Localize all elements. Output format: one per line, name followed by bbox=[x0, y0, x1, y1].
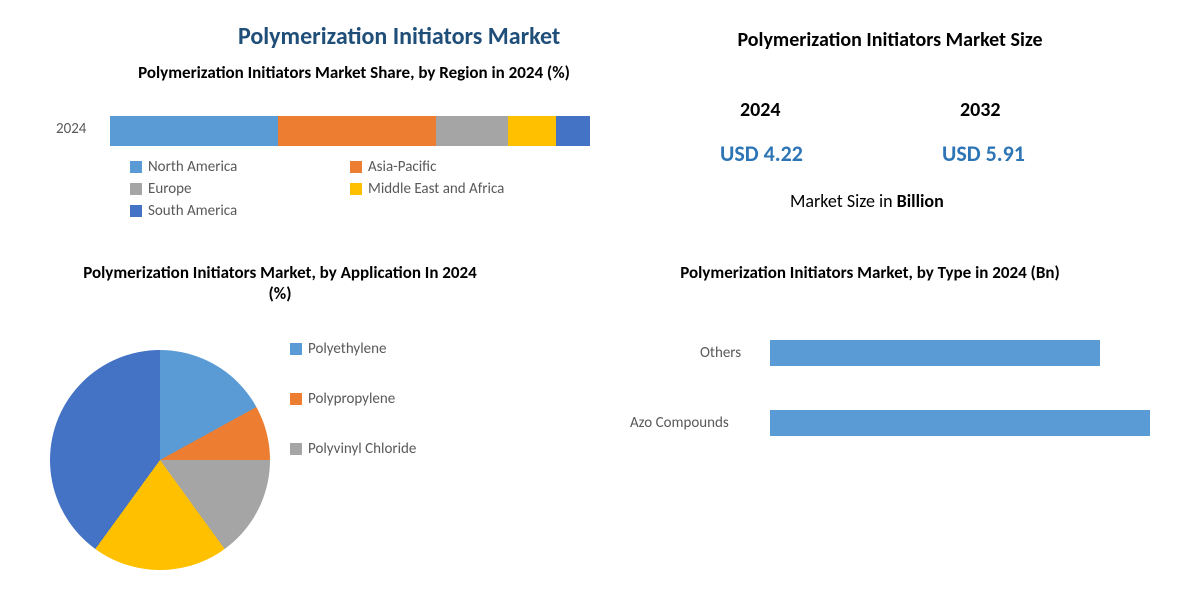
type-bar-label: Others bbox=[700, 344, 741, 362]
legend-swatch bbox=[350, 183, 362, 195]
region-legend: North America Asia-Pacific Europe Middle Ea… bbox=[130, 158, 570, 224]
app-pie bbox=[50, 350, 270, 570]
legend-swatch bbox=[290, 393, 302, 405]
region-stacked-bar bbox=[110, 116, 590, 146]
legend-swatch bbox=[130, 161, 142, 173]
app-legend: Polyethylene Polypropylene Polyvinyl Chlor… bbox=[290, 340, 436, 490]
size-year: 2032 bbox=[960, 98, 1001, 122]
legend-swatch bbox=[290, 343, 302, 355]
type-bar bbox=[770, 410, 1150, 436]
legend-label: Asia-Pacific bbox=[368, 158, 436, 176]
region-seg-middle-east-and-africa bbox=[508, 116, 556, 146]
legend-label: Middle East and Africa bbox=[368, 180, 504, 198]
region-seg-asia-pacific bbox=[278, 116, 436, 146]
region-legend-item: South America bbox=[130, 202, 330, 220]
region-legend-item: North America bbox=[130, 158, 330, 176]
app-legend-item: Polyethylene bbox=[290, 340, 416, 358]
app-chart-title: Polymerization Initiators Market, by App… bbox=[80, 262, 480, 304]
legend-label: Europe bbox=[148, 180, 191, 198]
region-chart-title: Polymerization Initiators Market Share, … bbox=[114, 62, 594, 83]
region-year-label: 2024 bbox=[56, 120, 86, 138]
type-bar-label: Azo Compounds bbox=[630, 414, 729, 432]
app-legend-item: Polyvinyl Chloride bbox=[290, 440, 416, 458]
region-legend-item: Middle East and Africa bbox=[350, 180, 550, 198]
legend-swatch bbox=[290, 443, 302, 455]
legend-label: Polyvinyl Chloride bbox=[308, 440, 416, 458]
size-value: USD 5.91 bbox=[942, 140, 1025, 167]
type-chart-title: Polymerization Initiators Market, by Typ… bbox=[620, 262, 1120, 283]
size-unit: Market Size in Billion bbox=[790, 190, 944, 212]
region-legend-item: Europe bbox=[130, 180, 330, 198]
legend-label: North America bbox=[148, 158, 237, 176]
region-legend-item: Asia-Pacific bbox=[350, 158, 550, 176]
legend-label: South America bbox=[148, 202, 237, 220]
size-value: USD 4.22 bbox=[720, 140, 803, 167]
legend-swatch bbox=[130, 205, 142, 217]
region-seg-south-america bbox=[556, 116, 590, 146]
legend-swatch bbox=[130, 183, 142, 195]
size-title: Polymerization Initiators Market Size bbox=[690, 28, 1090, 52]
size-year: 2024 bbox=[740, 98, 781, 122]
region-seg-europe bbox=[436, 116, 508, 146]
region-seg-north-america bbox=[110, 116, 278, 146]
main-title: Polymerization Initiators Market bbox=[238, 22, 560, 51]
type-bar bbox=[770, 340, 1100, 366]
legend-swatch bbox=[350, 161, 362, 173]
app-legend-item: Polypropylene bbox=[290, 390, 416, 408]
legend-label: Polyethylene bbox=[308, 340, 386, 358]
legend-label: Polypropylene bbox=[308, 390, 395, 408]
